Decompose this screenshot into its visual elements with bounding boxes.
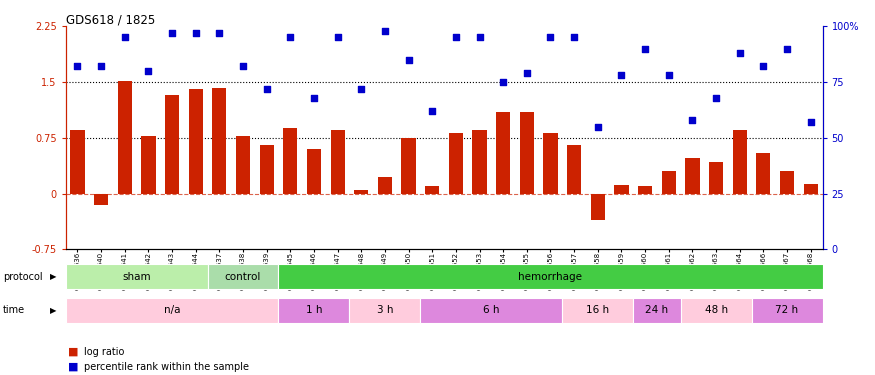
Point: [591, 124, 605, 130]
Text: ■: ■: [68, 347, 79, 357]
Point: [94, 63, 108, 69]
Point: [331, 34, 345, 40]
Text: percentile rank within the sample: percentile rank within the sample: [84, 362, 249, 372]
Bar: [520, 112, 534, 194]
Point: [520, 70, 534, 76]
Point: [307, 94, 321, 100]
Text: sham: sham: [123, 272, 150, 282]
Point: [260, 86, 274, 92]
Bar: [207, 264, 278, 289]
Text: 6 h: 6 h: [483, 305, 500, 315]
Text: 1 h: 1 h: [305, 305, 322, 315]
Bar: [425, 186, 439, 194]
Text: control: control: [225, 272, 262, 282]
Point: [71, 63, 85, 69]
Point: [449, 34, 463, 40]
Point: [425, 108, 439, 114]
Text: log ratio: log ratio: [84, 347, 124, 357]
Text: protocol: protocol: [3, 272, 42, 282]
Bar: [732, 130, 747, 194]
Bar: [752, 298, 822, 323]
Point: [685, 117, 699, 123]
Bar: [563, 298, 634, 323]
Text: 16 h: 16 h: [586, 305, 609, 315]
Point: [213, 30, 227, 36]
Bar: [354, 190, 368, 194]
Bar: [349, 298, 420, 323]
Bar: [331, 130, 345, 194]
Point: [189, 30, 203, 36]
Point: [709, 94, 723, 100]
Point: [284, 34, 298, 40]
Bar: [614, 184, 628, 194]
Bar: [756, 153, 771, 194]
Point: [803, 119, 817, 125]
Text: ■: ■: [68, 362, 79, 372]
Text: GDS618 / 1825: GDS618 / 1825: [66, 13, 155, 26]
Bar: [278, 264, 822, 289]
Bar: [803, 184, 818, 194]
Bar: [685, 158, 699, 194]
Bar: [780, 171, 794, 194]
Point: [118, 34, 132, 40]
Bar: [117, 81, 132, 194]
Point: [236, 63, 250, 69]
Text: n/a: n/a: [164, 305, 180, 315]
Point: [165, 30, 179, 36]
Bar: [307, 149, 321, 194]
Bar: [543, 133, 557, 194]
Bar: [284, 128, 298, 194]
Point: [732, 50, 746, 56]
Bar: [165, 95, 179, 194]
Bar: [473, 130, 487, 194]
Bar: [709, 162, 723, 194]
Bar: [662, 171, 676, 194]
Point: [496, 79, 510, 85]
Bar: [142, 136, 156, 194]
Bar: [278, 298, 349, 323]
Bar: [638, 186, 652, 194]
Bar: [70, 130, 85, 194]
Point: [756, 63, 770, 69]
Bar: [66, 264, 207, 289]
Bar: [567, 145, 581, 194]
Text: ▶: ▶: [50, 272, 56, 281]
Bar: [378, 177, 392, 194]
Point: [402, 57, 416, 63]
Bar: [420, 298, 563, 323]
Point: [543, 34, 557, 40]
Text: time: time: [3, 305, 24, 315]
Point: [142, 68, 156, 74]
Bar: [94, 194, 108, 205]
Bar: [189, 90, 203, 194]
Point: [614, 72, 628, 78]
Text: hemorrhage: hemorrhage: [519, 272, 583, 282]
Point: [780, 45, 794, 51]
Bar: [260, 145, 274, 194]
Bar: [634, 298, 681, 323]
Bar: [402, 138, 416, 194]
Bar: [449, 133, 463, 194]
Text: 48 h: 48 h: [704, 305, 728, 315]
Text: 3 h: 3 h: [376, 305, 393, 315]
Point: [662, 72, 676, 78]
Bar: [681, 298, 752, 323]
Bar: [496, 112, 510, 194]
Bar: [236, 136, 250, 194]
Text: 72 h: 72 h: [775, 305, 799, 315]
Bar: [66, 298, 278, 323]
Text: ▶: ▶: [50, 306, 56, 315]
Point: [354, 86, 368, 92]
Point: [378, 28, 392, 34]
Point: [473, 34, 487, 40]
Bar: [591, 194, 605, 220]
Point: [638, 45, 652, 51]
Point: [567, 34, 581, 40]
Text: 24 h: 24 h: [646, 305, 668, 315]
Bar: [213, 88, 227, 194]
